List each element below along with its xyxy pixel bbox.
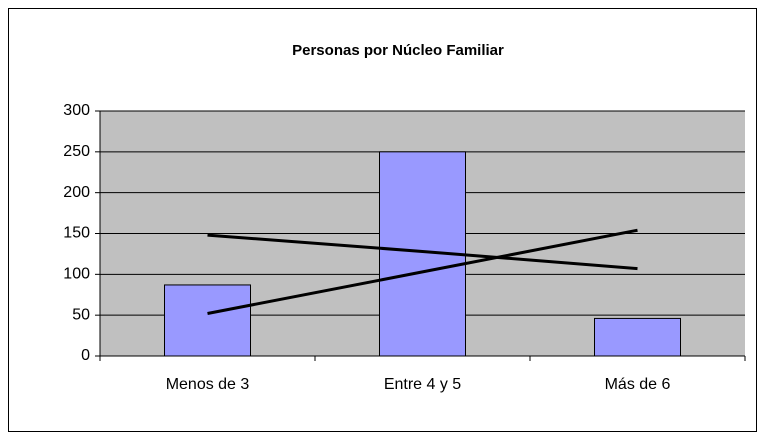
x-tick-label: Menos de 3 (166, 376, 250, 393)
y-tick-label: 100 (63, 266, 90, 283)
trend-line (207, 233, 638, 271)
trend-line (207, 228, 638, 316)
y-tick-label: 150 (63, 225, 90, 242)
bar (594, 317, 681, 357)
x-tick-label: Entre 4 y 5 (384, 376, 461, 393)
bar (164, 284, 251, 357)
y-tick-label: 200 (63, 184, 90, 201)
y-tick-label: 300 (63, 102, 90, 119)
y-tick-label: 0 (81, 347, 90, 364)
y-tick-label: 50 (72, 306, 90, 323)
chart-title: Personas por Núcleo Familiar (292, 42, 504, 59)
y-tick-label: 250 (63, 143, 90, 160)
x-tick-label: Más de 6 (605, 376, 671, 393)
